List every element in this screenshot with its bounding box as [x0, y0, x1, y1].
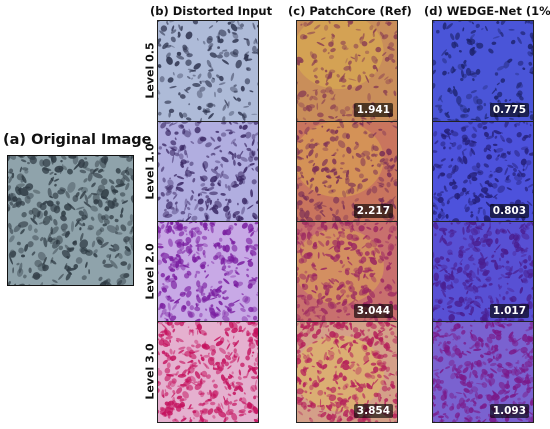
wedgenet-score-badge-3: 1.093	[489, 404, 529, 418]
original-image-title: (a) Original Image	[3, 132, 152, 148]
wedgenet-tile-3: 1.093	[432, 321, 534, 423]
row-label-2: Level 2.0	[143, 243, 157, 300]
distorted-tile-3	[157, 321, 259, 423]
row-label-0: Level 0.5	[143, 42, 157, 99]
wedgenet-column-title: (d) WEDGE-Net (1%)	[424, 4, 550, 18]
wedgenet-score-badge-0: 0.775	[489, 103, 529, 117]
patchcore-texture-0	[297, 21, 397, 121]
distorted-texture-2	[158, 222, 258, 322]
patchcore-tile-3: 3.854	[296, 321, 398, 423]
wedgenet-score-badge-2: 1.017	[489, 304, 529, 318]
distorted-texture-3	[158, 322, 258, 422]
patchcore-score-badge-2: 3.044	[353, 304, 393, 318]
patchcore-tile-0: 1.941	[296, 20, 398, 122]
original-texture	[8, 156, 133, 285]
patchcore-column-title: (c) PatchCore (Ref)	[288, 4, 412, 18]
patchcore-texture-2	[297, 222, 397, 322]
wedgenet-tile-0: 0.775	[432, 20, 534, 122]
distorted-texture-0	[158, 21, 258, 121]
distorted-tile-1	[157, 121, 259, 223]
patchcore-score-badge-0: 1.941	[353, 103, 393, 117]
original-image	[7, 155, 134, 286]
patchcore-score-badge-3: 3.854	[353, 404, 393, 418]
row-label-1: Level 1.0	[143, 143, 157, 200]
patchcore-tile-2: 3.044	[296, 221, 398, 323]
distorted-tile-2	[157, 221, 259, 323]
wedgenet-tile-2: 1.017	[432, 221, 534, 323]
wedgenet-tile-1: 0.803	[432, 121, 534, 223]
distorted-texture-1	[158, 122, 258, 222]
distorted-tile-0	[157, 20, 259, 122]
wedgenet-score-badge-1: 0.803	[489, 204, 529, 218]
row-label-3: Level 3.0	[143, 343, 157, 400]
patchcore-tile-1: 2.217	[296, 121, 398, 223]
distorted-input-column-title: (b) Distorted Input	[150, 4, 273, 18]
patchcore-score-badge-1: 2.217	[353, 204, 393, 218]
